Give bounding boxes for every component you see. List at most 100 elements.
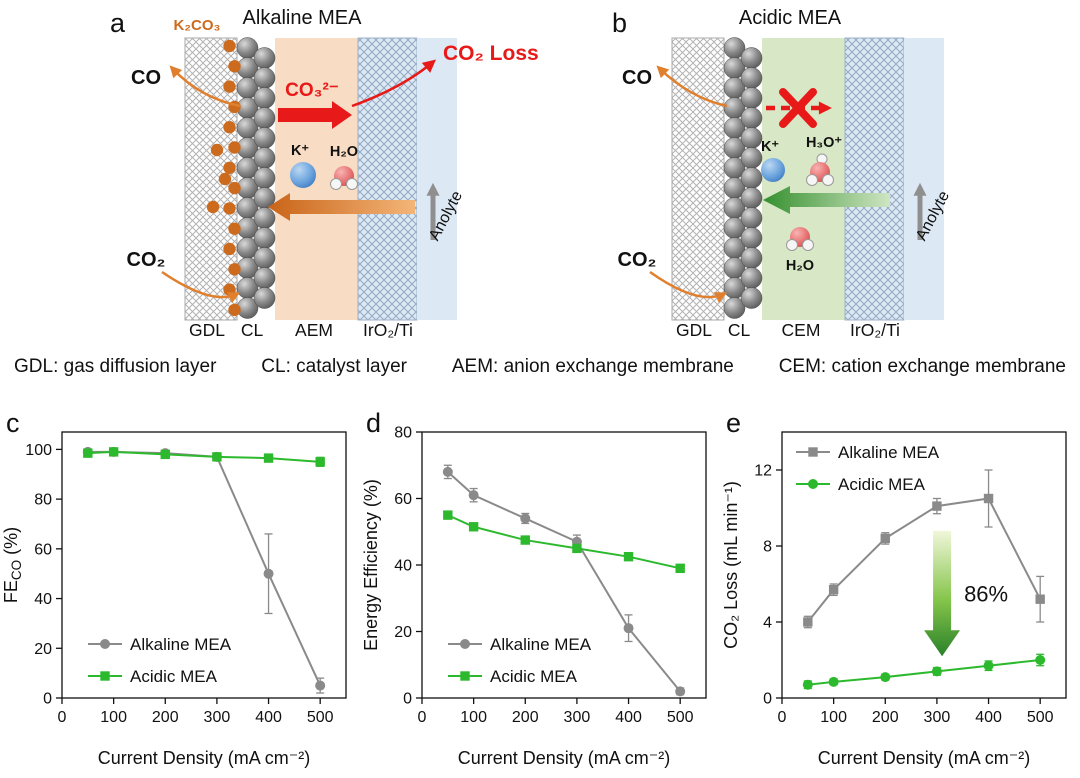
svg-text:12: 12 (754, 463, 772, 480)
abbrev-cem: CEM: cation exchange membrane (778, 356, 1066, 377)
svg-text:300: 300 (564, 709, 591, 726)
h2o-molecule-b (786, 227, 814, 251)
catalyst-layer-spheres (236, 37, 276, 319)
chart-d-container: d 0 100 200 300 400 500 0 20 40 60 80 Current Densi… (360, 400, 720, 778)
layer-label-gdl: GDL (189, 320, 225, 340)
h2o-label-b: H₂O (786, 258, 814, 274)
layer-label-aem: AEM (295, 320, 333, 340)
k-ion-label: K⁺ (291, 143, 309, 159)
svg-text:Energy Efficiency (%): Energy Efficiency (%) (361, 479, 381, 651)
svg-text:0: 0 (418, 709, 427, 726)
energy-efficiency-chart: 0 100 200 300 400 500 0 20 40 60 80 Current Density… (361, 425, 707, 768)
svg-text:8: 8 (763, 539, 772, 556)
h2o-label: H₂O (330, 144, 358, 160)
co2-label-b: CO₂ (618, 249, 657, 271)
svg-text:60: 60 (34, 541, 52, 558)
abbrev-cl: CL: catalyst layer (261, 356, 408, 377)
svg-text:0: 0 (763, 691, 772, 708)
h3o-label: H₃O⁺ (806, 135, 842, 151)
svg-text:Alkaline MEA: Alkaline MEA (838, 443, 940, 462)
k-ion-sphere-b (761, 158, 785, 182)
svg-text:200: 200 (512, 709, 539, 726)
co2-loss-label: CO₂ Loss (443, 42, 539, 65)
chart-c-container: c 0 100 200 300 400 500 0 20 40 60 80 100 Current De… (0, 400, 360, 778)
svg-text:80: 80 (394, 425, 412, 442)
co-out-arrow (169, 65, 241, 108)
k-ion-sphere (290, 162, 316, 188)
abbrev-aem: AEM: anion exchange membrane (451, 356, 734, 377)
co-label-b: CO (622, 67, 652, 89)
svg-text:Current Density (mA cm⁻²): Current Density (mA cm⁻²) (818, 748, 1031, 768)
svg-text:300: 300 (924, 709, 951, 726)
svg-text:Acidic MEA: Acidic MEA (838, 475, 926, 494)
layer-label-iro2: IrO₂/Ti (363, 320, 413, 340)
svg-text:100: 100 (25, 442, 52, 459)
svg-text:CO₂ Loss (mL min⁻¹): CO₂ Loss (mL min⁻¹) (721, 481, 741, 649)
panel-letter-e: e (726, 408, 742, 438)
svg-text:80: 80 (34, 492, 52, 509)
anolyte-channel-b (904, 38, 944, 320)
blocked-cross-icon (779, 88, 817, 128)
svg-text:500: 500 (307, 709, 334, 726)
svg-text:20: 20 (34, 641, 52, 658)
svg-text:Alkaline MEA: Alkaline MEA (490, 635, 592, 654)
chart-e-container: e 0 100 200 300 400 500 0 4 8 12 Current Density (… (720, 400, 1080, 778)
anolyte-channel (417, 38, 457, 320)
panel-a: a Alkaline MEA K₂CO₃ CO CO₃²⁻ CO₂ Loss K… (110, 7, 539, 340)
co-out-arrow-b (656, 65, 728, 108)
iro2-hatch-b (844, 37, 905, 321)
svg-text:0: 0 (58, 709, 67, 726)
h3o-molecule (806, 153, 834, 186)
svg-text:FECO (%): FECO (%) (1, 527, 24, 603)
layer-label-cl: CL (241, 320, 264, 340)
layer-label-iro2-b: IrO₂/Ti (850, 320, 900, 340)
layer-label-gdl-b: GDL (676, 320, 712, 340)
svg-text:Acidic MEA: Acidic MEA (130, 667, 218, 686)
svg-text:Current Density (mA cm⁻²): Current Density (mA cm⁻²) (98, 748, 311, 768)
gdl-hatch-b (671, 37, 725, 321)
mea-schematics: a Alkaline MEA K₂CO₃ CO CO₃²⁻ CO₂ Loss K… (110, 7, 953, 340)
h2o-molecule (330, 166, 358, 190)
svg-text:100: 100 (460, 709, 487, 726)
svg-text:400: 400 (255, 709, 282, 726)
svg-text:40: 40 (34, 591, 52, 608)
panel-b: b Acidic MEA CO K⁺ H₃O⁺ (612, 7, 953, 340)
iro2-hatch (357, 37, 418, 321)
k2co3-label: K₂CO₃ (174, 17, 221, 34)
co2-loss-arrow (351, 59, 436, 108)
svg-text:500: 500 (667, 709, 694, 726)
water-transport-arrow-b (763, 186, 890, 214)
svg-text:0: 0 (778, 709, 787, 726)
panel-letter-b: b (612, 8, 627, 38)
svg-text:400: 400 (975, 709, 1002, 726)
svg-text:200: 200 (152, 709, 179, 726)
co2-in-arrow (161, 270, 241, 304)
water-transport-arrow (268, 193, 415, 221)
svg-text:60: 60 (394, 491, 412, 508)
svg-text:300: 300 (204, 709, 231, 726)
panel-b-title: Acidic MEA (739, 7, 842, 29)
panel-letter-c: c (6, 408, 20, 438)
svg-text:500: 500 (1027, 709, 1054, 726)
svg-text:100: 100 (100, 709, 127, 726)
layer-label-cl-b: CL (728, 320, 751, 340)
panel-letter-d: d (366, 408, 382, 438)
svg-text:Current Density (mA cm⁻²): Current Density (mA cm⁻²) (458, 748, 671, 768)
co2-loss-chart: 0 100 200 300 400 500 0 4 8 12 Current Density (mA… (721, 431, 1067, 768)
svg-text:86%: 86% (964, 582, 1008, 607)
svg-text:400: 400 (615, 709, 642, 726)
svg-text:0: 0 (403, 691, 412, 708)
carbonate-label: CO₃²⁻ (285, 80, 339, 101)
fe-co-chart: 0 100 200 300 400 500 0 20 40 60 80 100 Current Dens… (1, 431, 347, 768)
co-label: CO (131, 67, 161, 89)
k-ion-label-b: K⁺ (761, 139, 779, 155)
co2-in-arrow-b (649, 270, 728, 303)
carbonate-crossover-arrow (278, 101, 352, 129)
catalyst-layer-spheres-b (723, 37, 763, 319)
svg-text:200: 200 (872, 709, 899, 726)
svg-text:40: 40 (394, 558, 412, 575)
layer-label-cem: CEM (782, 320, 821, 340)
svg-text:100: 100 (820, 709, 847, 726)
panel-a-title: Alkaline MEA (243, 7, 363, 29)
